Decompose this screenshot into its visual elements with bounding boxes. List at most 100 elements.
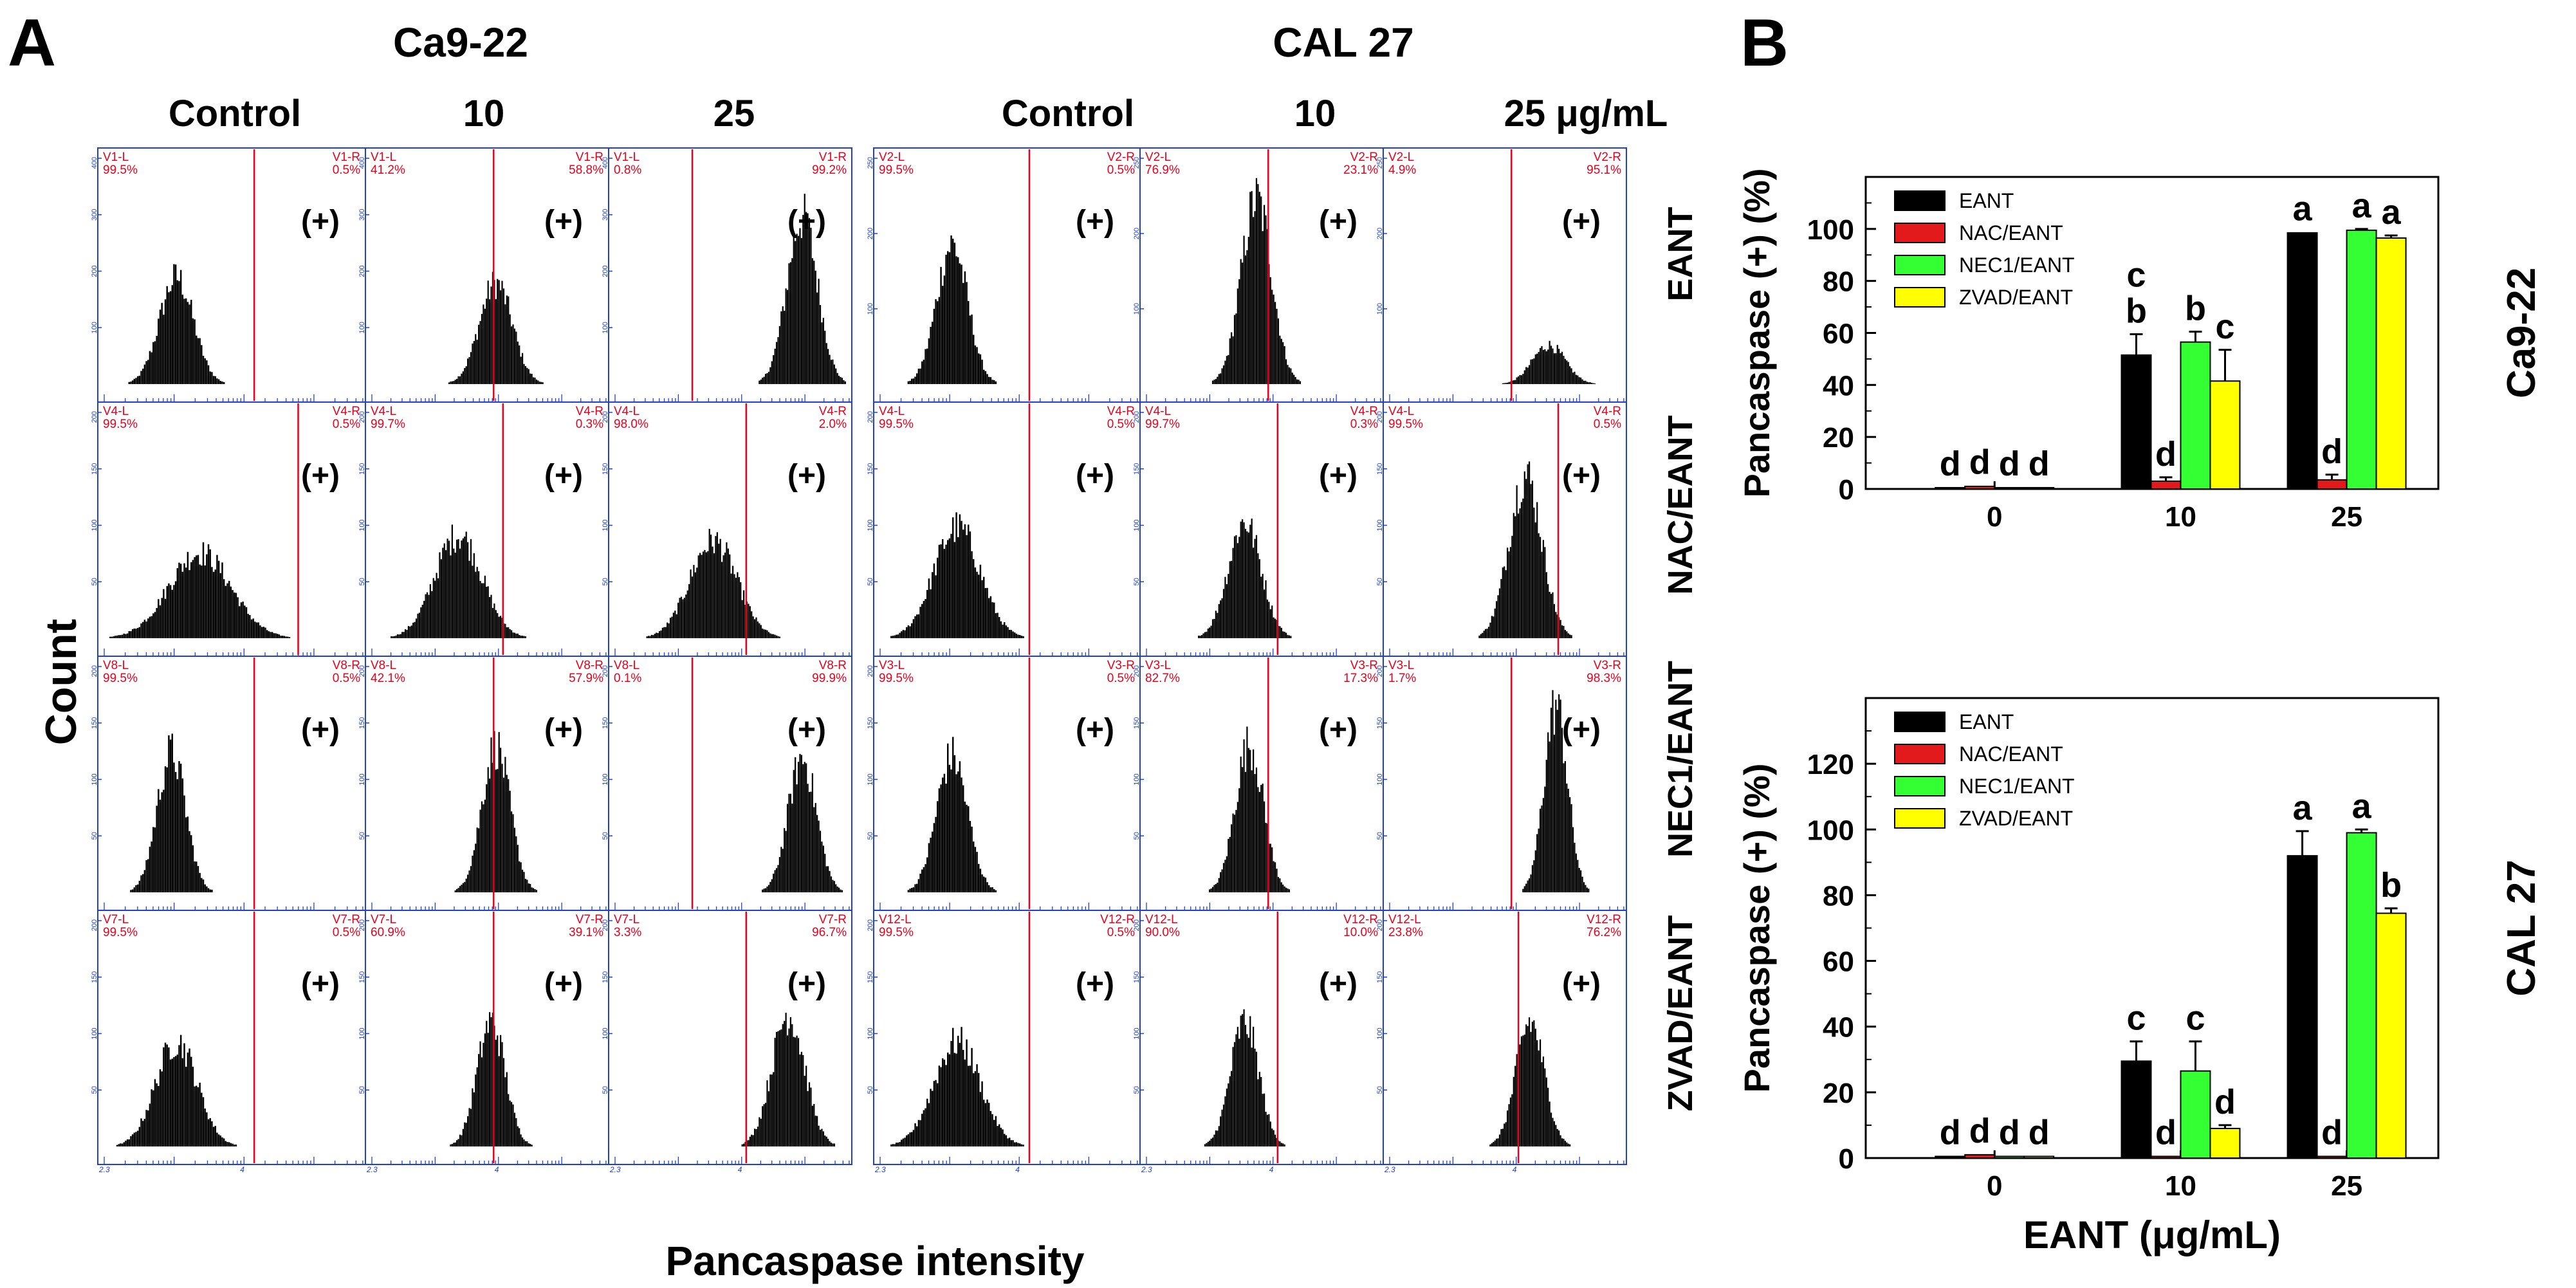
histogram-bin: [1207, 628, 1209, 638]
histogram-bin: [1015, 633, 1018, 638]
histogram-bin: [190, 1056, 192, 1146]
histogram-bin: [217, 1134, 220, 1146]
histogram-bin: [1233, 315, 1236, 384]
histogram-bin: [771, 634, 773, 638]
histogram-bin: [1005, 625, 1007, 638]
bar: [2023, 486, 2055, 490]
histogram-bin: [1578, 377, 1580, 384]
histogram-bin: [821, 1128, 823, 1146]
histogram-x-tick-label: 4: [1269, 1165, 1274, 1174]
histogram-bin: [647, 636, 650, 638]
bar: [1935, 486, 1966, 490]
histogram-bin: [799, 753, 801, 892]
histogram-y-tick-label: 100: [1376, 303, 1384, 315]
histogram-bin: [1522, 1035, 1524, 1146]
histogram-bin: [1254, 538, 1256, 638]
positive-marker: (+): [787, 713, 826, 747]
histogram-bin: [431, 591, 433, 638]
histogram-bin: [1550, 345, 1552, 384]
histogram-bin: [1509, 381, 1512, 384]
gate-left-name: V12-L: [879, 913, 912, 926]
histogram-bin: [690, 569, 692, 638]
histogram-y-max-label: 200: [1133, 919, 1141, 931]
histogram-bin: [1257, 787, 1259, 892]
histogram-bin: [825, 866, 827, 892]
histogram-bin: [192, 318, 194, 384]
histogram-bin: [481, 801, 483, 892]
histogram-bin: [497, 612, 499, 638]
histogram-bin: [156, 1083, 158, 1146]
histogram-bin: [211, 889, 213, 892]
bar: [2316, 1155, 2348, 1159]
histogram-bin: [183, 299, 185, 384]
histogram-bin: [762, 889, 764, 892]
histogram-y-tick-label: 50: [91, 578, 98, 585]
histogram-bin: [1528, 365, 1531, 384]
histogram-bin: [911, 1132, 913, 1146]
gate-left-percent: 41.2%: [371, 163, 405, 177]
histogram-bin: [755, 1128, 757, 1146]
histogram-bin: [928, 578, 930, 638]
histogram-bin: [753, 1128, 756, 1146]
histogram-bin: [1249, 1016, 1251, 1146]
histogram-bin: [1556, 614, 1558, 638]
histogram-bin: [219, 1135, 222, 1146]
gate-right-percent: 17.3%: [1343, 672, 1378, 685]
histogram-bin: [495, 1040, 497, 1146]
histogram-bin: [773, 874, 775, 892]
column-header-ca922-10: 10: [463, 93, 505, 134]
histogram-bin: [814, 803, 816, 892]
histogram-bin: [497, 1035, 499, 1146]
histogram-bin: [531, 374, 533, 384]
histogram-bin: [275, 633, 277, 638]
legend-label: NAC/EANT: [1959, 742, 2063, 766]
histogram-bin: [250, 619, 253, 638]
histogram-bin: [1240, 259, 1242, 384]
histogram-bin: [1500, 1128, 1502, 1146]
histogram-bin: [1500, 578, 1502, 638]
histogram-bin: [1237, 1027, 1238, 1146]
histogram-bin: [752, 1135, 754, 1146]
histogram-bin: [923, 601, 925, 638]
histogram-x-tick-label: 4: [495, 1165, 499, 1174]
histogram-bin: [896, 1143, 897, 1146]
histogram-bin: [196, 861, 198, 892]
histogram-bin: [824, 1135, 826, 1146]
histogram-bin: [1237, 802, 1238, 892]
positive-marker: (+): [1076, 967, 1114, 1001]
histogram-bin: [201, 878, 203, 892]
significance-letter: d: [2029, 1113, 2050, 1152]
histogram-bin: [919, 368, 921, 384]
histogram-bin: [1527, 1026, 1529, 1146]
histogram-bin: [1265, 1112, 1267, 1146]
histogram-bin: [1570, 635, 1572, 638]
histogram-bin: [1218, 878, 1220, 892]
histogram-bin: [1232, 1047, 1234, 1146]
histogram-bin: [1592, 383, 1594, 384]
significance-letter: d: [1969, 1112, 1991, 1150]
y-tick-label: 40: [1823, 1012, 1854, 1044]
significance-letter: d: [1999, 445, 2020, 483]
histogram-bin: [1283, 886, 1285, 892]
y-tick-label: 20: [1823, 422, 1854, 454]
histogram-bin: [171, 285, 173, 384]
histogram-bin: [1575, 853, 1577, 892]
y-tick-label: 60: [1823, 318, 1854, 350]
histogram-bin: [1253, 1026, 1255, 1146]
histogram-bin: [194, 1086, 196, 1146]
histogram-bin: [479, 1041, 481, 1146]
histogram-bin: [1229, 338, 1231, 384]
histogram-bin: [1558, 349, 1560, 384]
histogram-bin: [204, 884, 206, 892]
histogram-bin: [143, 364, 146, 384]
histogram-bin: [674, 611, 676, 638]
gate-left-name: V2-L: [1388, 151, 1414, 164]
histogram-bin: [833, 1143, 835, 1146]
histogram-bin: [130, 890, 132, 892]
histogram-bin: [953, 1053, 956, 1146]
histogram-bin: [701, 555, 703, 638]
histogram-bin: [190, 562, 192, 638]
histogram-bin: [942, 538, 944, 638]
